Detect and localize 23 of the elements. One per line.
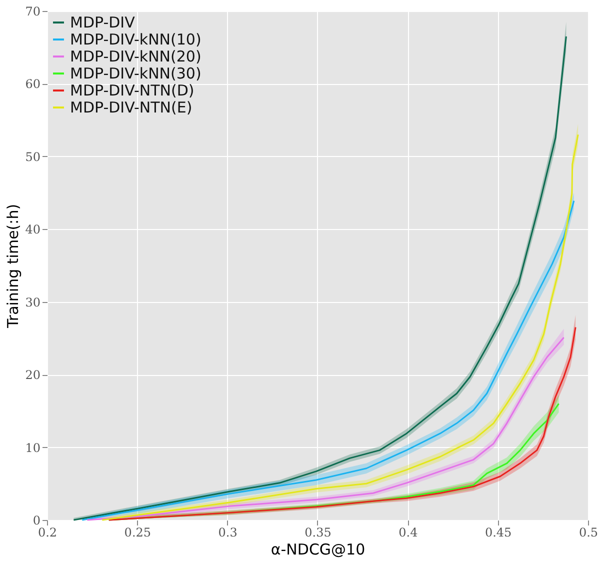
legend-label: MDP-DIV-NTN(D) (70, 82, 194, 100)
y-tick-label: 0 (32, 514, 40, 528)
legend-label: MDP-DIV-NTN(E) (70, 98, 192, 116)
x-tick-label: 0.35 (304, 526, 332, 540)
x-axis-title: α-NDCG@10 (270, 540, 366, 558)
legend-label: MDP-DIV (70, 14, 136, 32)
y-tick-label: 50 (25, 150, 40, 164)
x-tick-label: 0.45 (484, 526, 512, 540)
x-tick-label: 0.4 (398, 526, 418, 540)
legend-label: MDP-DIV-kNN(30) (70, 64, 202, 82)
x-tick-label: 0.5 (578, 526, 598, 540)
y-tick-label: 30 (25, 295, 40, 310)
x-tick-label: 0.25 (124, 526, 152, 540)
legend-label: MDP-DIV-kNN(10) (70, 30, 202, 48)
x-tick-label: 0.2 (38, 526, 58, 540)
y-tick-label: 60 (25, 77, 40, 92)
y-axis-title: Training time(:h) (4, 204, 22, 330)
y-tick-label: 40 (25, 222, 40, 237)
x-tick-label: 0.3 (218, 526, 238, 540)
y-tick-label: 10 (25, 440, 40, 455)
y-tick-label: 20 (25, 368, 40, 382)
legend-label: MDP-DIV-kNN(20) (70, 48, 202, 66)
y-tick-label: 70 (25, 4, 40, 18)
